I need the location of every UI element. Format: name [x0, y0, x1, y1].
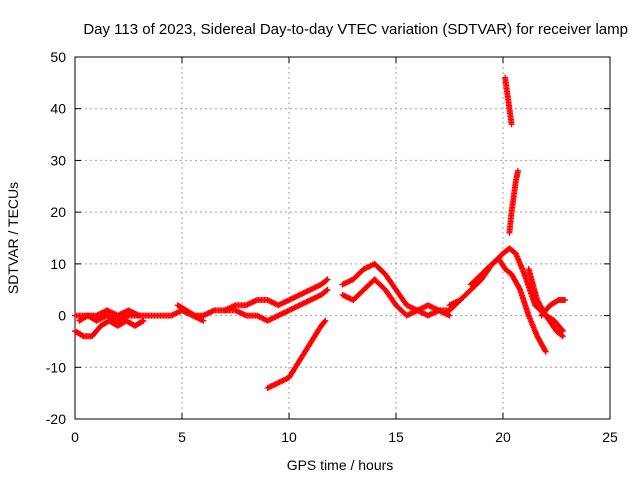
y-tick-label: -10 — [46, 359, 66, 375]
x-tick-label: 5 — [178, 429, 186, 445]
data-points — [72, 74, 569, 391]
y-axis: -20 -10 0 10 20 30 40 50 — [46, 49, 610, 427]
x-tick-label: 10 — [281, 429, 297, 445]
y-axis-label: SDTVAR / TECUs — [5, 182, 21, 294]
y-tick-label: 10 — [50, 256, 66, 272]
y-tick-label: -20 — [46, 411, 66, 427]
plot-frame — [74, 56, 611, 420]
x-axis-label: GPS time / hours — [287, 457, 394, 473]
data-point — [323, 277, 330, 284]
data-point — [324, 286, 331, 293]
data-point — [558, 332, 565, 339]
data-point — [508, 121, 515, 128]
data-point — [139, 318, 146, 325]
data-point — [562, 297, 569, 304]
data-point — [514, 167, 521, 174]
data-point — [559, 333, 566, 340]
y-tick-label: 50 — [50, 49, 66, 65]
data-point — [559, 328, 566, 335]
x-tick-label: 25 — [602, 429, 618, 445]
data-point — [516, 285, 523, 292]
data-point — [140, 317, 147, 324]
data-point — [446, 312, 453, 319]
x-tick-label: 20 — [495, 429, 511, 445]
data-point — [542, 348, 549, 355]
grid — [75, 57, 610, 419]
data-point — [322, 317, 329, 324]
x-tick-label: 0 — [71, 429, 79, 445]
chart-title: Day 113 of 2023, Sidereal Day-to-day VTE… — [83, 21, 628, 38]
data-point — [542, 347, 549, 354]
data-point — [558, 326, 565, 333]
data-point — [200, 317, 207, 324]
y-tick-label: 20 — [50, 204, 66, 220]
y-tick-label: 0 — [58, 308, 66, 324]
x-axis: 0 5 10 15 20 25 — [71, 57, 618, 445]
data-point — [324, 276, 331, 283]
y-tick-label: 30 — [50, 152, 66, 168]
data-point — [321, 318, 328, 325]
x-tick-label: 15 — [388, 429, 404, 445]
y-tick-label: 40 — [50, 101, 66, 117]
data-point — [323, 287, 330, 294]
data-point — [136, 312, 143, 319]
